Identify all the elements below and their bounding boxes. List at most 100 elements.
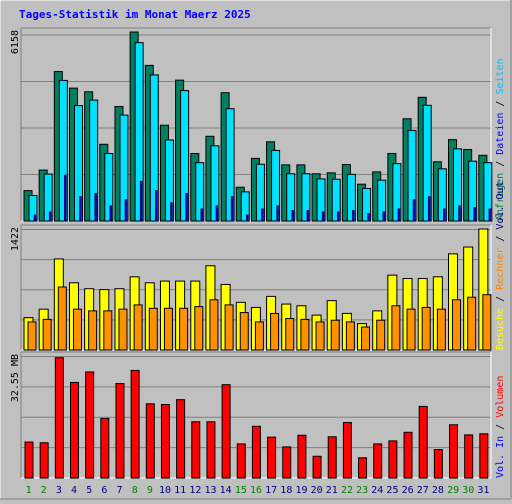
bar-dateien-2: [43, 173, 53, 222]
y-axis-label-top: 6158: [10, 30, 21, 54]
x-tick-label-5: 5: [86, 485, 92, 496]
bar-dateien-22: [346, 173, 356, 222]
bar-dateien-27: [422, 104, 432, 222]
y-axis-labels: 6158 1422 32.55 MB: [10, 30, 21, 402]
bar-dateien-5: [89, 99, 99, 222]
bar-dateien-16: [255, 163, 265, 222]
x-tick-label-16: 16: [250, 485, 262, 496]
bar-rechner-14: [224, 304, 234, 351]
x-tick-label-29: 29: [447, 485, 459, 496]
legend-middle: Besuche / Rechner / Vol. Out: [495, 181, 506, 350]
x-tick-label-17: 17: [265, 485, 277, 496]
bar-rechner-28: [436, 308, 446, 351]
x-tick-label-14: 14: [220, 485, 232, 496]
x-tick-label-31: 31: [477, 485, 489, 496]
bar-dateien-10: [164, 139, 174, 222]
bar-seiten-18: [291, 210, 294, 222]
series-rechner: [27, 286, 492, 351]
bar-rechner-16: [254, 321, 264, 351]
bar-volumen-24: [373, 443, 383, 479]
bar-seiten-24: [382, 211, 385, 222]
bar-volumen-10: [160, 404, 170, 479]
bar-dateien-13: [210, 145, 220, 222]
panel-middle: [20, 224, 492, 351]
x-tick-label-1: 1: [26, 485, 32, 496]
bar-volumen-9: [145, 403, 155, 479]
bar-seiten-27: [427, 196, 431, 222]
x-tick-label-4: 4: [71, 485, 77, 496]
bar-rechner-30: [467, 296, 477, 351]
bar-rechner-19: [300, 318, 310, 351]
legend-item-anfragen: Anfragen: [495, 173, 506, 221]
x-tick-label-24: 24: [371, 485, 383, 496]
bar-seiten-23: [367, 213, 370, 222]
bar-volumen-5: [85, 371, 95, 479]
bar-volumen-17: [267, 436, 277, 479]
x-tick-label-9: 9: [147, 485, 153, 496]
bar-dateien-19: [301, 173, 311, 222]
x-tick-label-15: 15: [235, 485, 247, 496]
legend-separator: /: [495, 155, 506, 173]
bar-rechner-31: [482, 294, 492, 351]
bar-seiten-3: [64, 174, 67, 222]
bar-dateien-8: [134, 42, 144, 222]
bar-volumen-2: [39, 442, 49, 479]
bar-volumen-23: [358, 457, 368, 479]
bar-seiten-4: [79, 196, 82, 222]
x-tick-label-19: 19: [295, 485, 307, 496]
panel-bottom: [20, 351, 492, 479]
bar-volumen-22: [342, 422, 352, 479]
bar-volumen-14: [221, 384, 231, 479]
series-anfragen: [23, 31, 488, 222]
bar-volumen-25: [388, 440, 398, 479]
bar-seiten-25: [397, 208, 401, 222]
bar-volumen-13: [206, 421, 216, 479]
bar-dateien-25: [392, 163, 402, 222]
bar-rechner-3: [57, 286, 67, 351]
bar-seiten-10: [170, 202, 173, 222]
bar-rechner-5: [88, 310, 98, 351]
panel-top: [20, 27, 493, 222]
y-axis-label-bottom: 32.55 MB: [10, 354, 21, 402]
panels: [20, 27, 493, 479]
legend-item-vol-out: Vol. Out: [495, 181, 506, 229]
bar-rechner-20: [315, 321, 325, 351]
legend-item-besuche: Besuche: [495, 308, 506, 350]
bar-dateien-3: [58, 79, 68, 222]
bar-seiten-7: [124, 199, 128, 222]
bar-dateien-24: [377, 179, 387, 222]
bar-rechner-13: [209, 299, 219, 351]
legend-top: Anfragen / Dateien / Seiten: [495, 58, 506, 221]
bar-volumen-8: [130, 369, 140, 479]
x-tick-label-8: 8: [132, 485, 138, 496]
bar-volumen-19: [297, 434, 307, 479]
bar-rechner-21: [330, 319, 340, 351]
bar-volumen-26: [403, 431, 413, 479]
bar-rechner-12: [194, 306, 204, 351]
x-tick-label-20: 20: [311, 485, 323, 496]
x-axis-labels: 1 2 3 4 5 6 7 8 9 10 11 12 13 14 15 16 17 18 19 20 21 22 23 24 2…: [26, 485, 490, 496]
x-tick-label-11: 11: [174, 485, 186, 496]
bar-seiten-31: [488, 208, 492, 222]
bar-volumen-27: [418, 405, 428, 479]
bar-dateien-31: [483, 162, 493, 222]
legend-separator: /: [495, 95, 506, 113]
bar-rechner-4: [72, 308, 82, 351]
bar-seiten-8: [139, 180, 143, 222]
bar-seiten-5: [94, 193, 97, 222]
legend-separator: /: [495, 290, 506, 308]
bar-seiten-17: [276, 205, 279, 222]
x-tick-label-23: 23: [356, 485, 368, 496]
x-tick-label-10: 10: [159, 485, 171, 496]
bar-dateien-23: [362, 187, 372, 222]
bar-seiten-2: [48, 211, 52, 222]
bar-dateien-21: [331, 178, 341, 222]
bar-volumen-4: [69, 381, 79, 479]
bar-dateien-11: [180, 90, 190, 222]
bar-rechner-27: [421, 306, 431, 351]
series-dateien: [28, 42, 493, 222]
bar-volumen-28: [433, 449, 443, 479]
bar-seiten-9: [155, 190, 158, 222]
